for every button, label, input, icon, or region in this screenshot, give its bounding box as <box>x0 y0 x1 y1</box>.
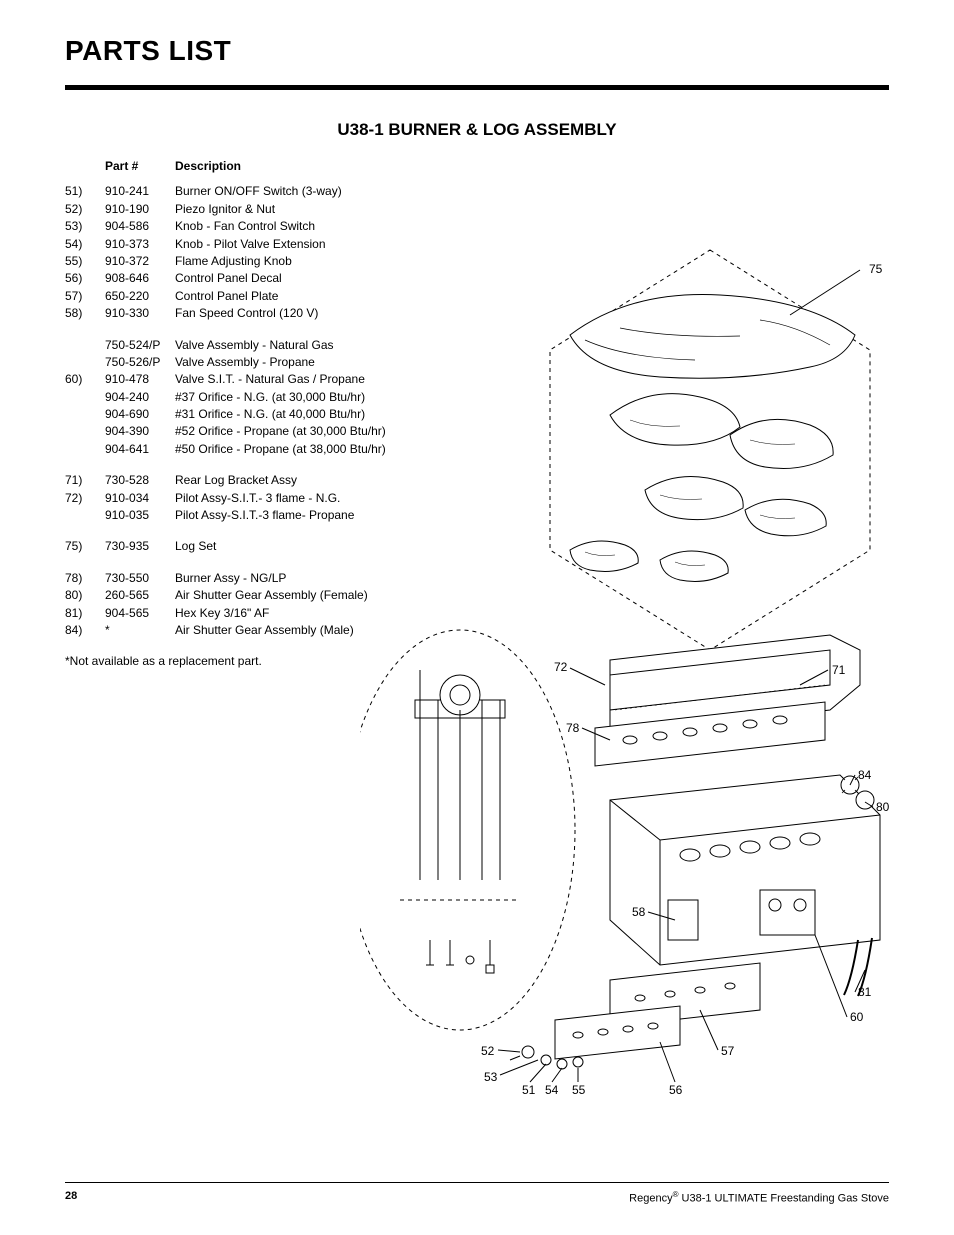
column-headers: Part # Description <box>105 158 889 175</box>
diagram-callout: 75 <box>869 262 882 276</box>
page-footer: 28 Regency® U38-1 ULTIMATE Freestanding … <box>65 1190 889 1205</box>
part-index: 53) <box>65 218 105 235</box>
diagram-callout: 57 <box>721 1044 734 1058</box>
part-number: 910-241 <box>105 183 175 200</box>
part-number: 910-034 <box>105 490 175 507</box>
diagram-callout: 81 <box>858 985 871 999</box>
diagram-callout: 53 <box>484 1070 497 1084</box>
part-row: 53)904-586Knob - Fan Control Switch <box>65 218 889 235</box>
control-panel-front-icon <box>555 1006 680 1059</box>
part-index: 54) <box>65 236 105 253</box>
part-index <box>65 441 105 458</box>
part-number: 904-586 <box>105 218 175 235</box>
part-index <box>65 389 105 406</box>
part-number: 650-220 <box>105 288 175 305</box>
diagram-callout: 58 <box>632 905 645 919</box>
burner-pan-icon <box>610 775 880 965</box>
part-description: Burner ON/OFF Switch (3-way) <box>175 183 889 200</box>
pilot-assy-icon <box>400 670 520 973</box>
part-description: Piezo Ignitor & Nut <box>175 201 889 218</box>
part-index: 75) <box>65 538 105 555</box>
diagram-callout: 60 <box>850 1010 863 1024</box>
part-index: 58) <box>65 305 105 322</box>
part-number: 910-190 <box>105 201 175 218</box>
diagram-callout: 55 <box>572 1083 585 1097</box>
diagram-callout: 51 <box>522 1083 535 1097</box>
part-index <box>65 337 105 354</box>
part-number: 260-565 <box>105 587 175 604</box>
diagram-callout: 84 <box>858 768 871 782</box>
part-number: 904-641 <box>105 441 175 458</box>
part-number: 750-524/P <box>105 337 175 354</box>
diagram-callout: 54 <box>545 1083 558 1097</box>
part-number: * <box>105 622 175 639</box>
part-number: 904-390 <box>105 423 175 440</box>
part-index <box>65 354 105 371</box>
part-number: 910-330 <box>105 305 175 322</box>
exploded-diagram: 75 72 71 78 84 80 58 81 60 57 52 53 51 54 55 56 <box>360 240 900 1120</box>
part-row: 51)910-241Burner ON/OFF Switch (3-way) <box>65 183 889 200</box>
part-number: 910-035 <box>105 507 175 524</box>
part-index: 52) <box>65 201 105 218</box>
diagram-callout: 72 <box>554 660 567 674</box>
part-number: 730-550 <box>105 570 175 587</box>
part-description: Knob - Fan Control Switch <box>175 218 889 235</box>
diagram-callout: 71 <box>832 663 845 677</box>
part-number: 910-478 <box>105 371 175 388</box>
part-number: 904-240 <box>105 389 175 406</box>
part-index <box>65 507 105 524</box>
part-number: 904-565 <box>105 605 175 622</box>
diagram-callout: 52 <box>481 1044 494 1058</box>
part-number: 730-935 <box>105 538 175 555</box>
part-index: 71) <box>65 472 105 489</box>
part-index: 60) <box>65 371 105 388</box>
header-part: Part # <box>105 158 175 175</box>
part-number: 910-372 <box>105 253 175 270</box>
part-index <box>65 423 105 440</box>
part-index: 84) <box>65 622 105 639</box>
part-index: 72) <box>65 490 105 507</box>
page-number: 28 <box>65 1190 77 1205</box>
part-index: 51) <box>65 183 105 200</box>
part-index: 56) <box>65 270 105 287</box>
part-index <box>65 406 105 423</box>
part-number: 908-646 <box>105 270 175 287</box>
part-row: 52)910-190Piezo Ignitor & Nut <box>65 201 889 218</box>
header-rule <box>65 85 889 90</box>
page-title: PARTS LIST <box>65 35 889 67</box>
diagram-callout: 78 <box>566 721 579 735</box>
assembly-subtitle: U38-1 BURNER & LOG ASSEMBLY <box>65 120 889 140</box>
part-index: 55) <box>65 253 105 270</box>
part-index: 57) <box>65 288 105 305</box>
footer-rule <box>65 1182 889 1183</box>
header-description: Description <box>175 158 241 175</box>
product-line: Regency® U38-1 ULTIMATE Freestanding Gas… <box>629 1190 889 1205</box>
part-number: 910-373 <box>105 236 175 253</box>
part-number: 730-528 <box>105 472 175 489</box>
part-index: 80) <box>65 587 105 604</box>
part-number: 750-526/P <box>105 354 175 371</box>
part-number: 904-690 <box>105 406 175 423</box>
part-index: 78) <box>65 570 105 587</box>
part-index: 81) <box>65 605 105 622</box>
diagram-callout: 56 <box>669 1083 682 1097</box>
diagram-callout: 80 <box>876 800 889 814</box>
